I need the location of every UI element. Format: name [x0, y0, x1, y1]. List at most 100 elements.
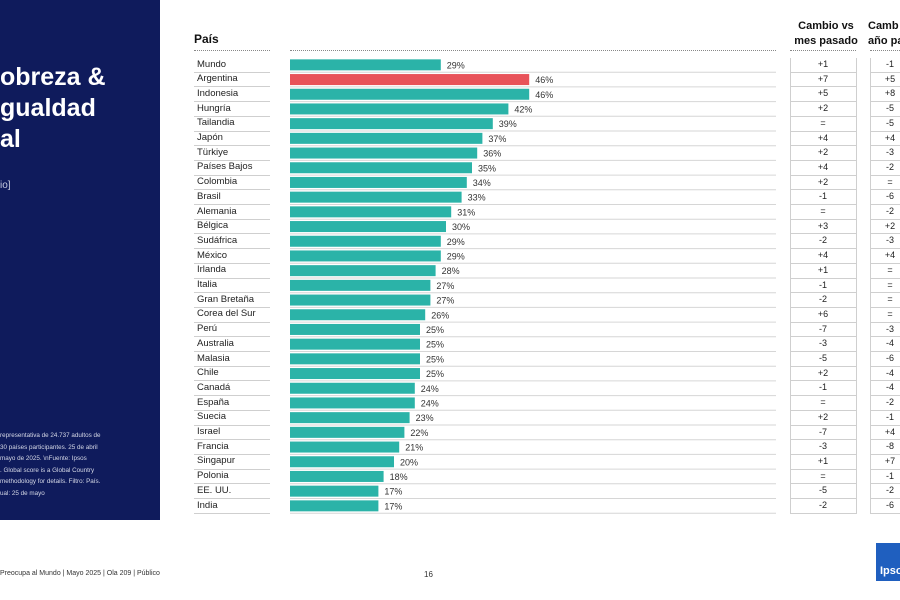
bar-value-label: 23% [416, 413, 434, 423]
row-separator [790, 395, 856, 397]
country-label: Perú [197, 323, 218, 335]
change-year-cell: -1 [885, 59, 894, 69]
row-separator [870, 189, 900, 191]
change-month-cell: -1 [818, 191, 827, 202]
row-separator [790, 218, 856, 220]
bar-value-label: 30% [452, 222, 470, 232]
change-month-cell: +2 [817, 176, 829, 187]
bar [290, 382, 415, 394]
row-separator [194, 174, 270, 176]
footer-text: Preocupa al Mundo | Mayo 2025 | Ola 209 … [0, 570, 160, 577]
row-separator [870, 321, 900, 323]
row-separator [194, 380, 270, 382]
country-label: Chile [197, 367, 219, 379]
bar-value-label: 29% [447, 237, 465, 247]
country-label: Mundo [197, 58, 227, 70]
row-separator [194, 424, 270, 426]
row-separator [790, 145, 856, 147]
bar [290, 485, 379, 497]
change-month-cell: = [820, 470, 826, 481]
row-separator [194, 306, 270, 308]
row-separator [194, 468, 270, 470]
change-year-cell: -4 [885, 338, 894, 349]
bar-value-label: 17% [384, 487, 402, 497]
bar-value-label: 20% [400, 457, 418, 467]
country-label: Irlanda [197, 264, 227, 276]
side-note-line: . Global score is a Global Country [0, 466, 95, 474]
row-separator [790, 498, 856, 499]
change-year-cell: -2 [885, 397, 894, 408]
row-separator [870, 498, 900, 499]
country-label: Bélgica [197, 220, 229, 232]
side-note-line: representativa de 24.737 adultos de [0, 432, 101, 439]
country-label: Italia [197, 279, 218, 290]
row-separator [870, 248, 900, 250]
change-month-cell: = [820, 117, 826, 128]
bar [290, 309, 426, 321]
country-column-header: País [194, 32, 219, 46]
bar [290, 456, 394, 468]
row-separator [194, 292, 270, 294]
column-rule [870, 58, 871, 514]
country-label: Indonesia [197, 87, 239, 99]
bar [290, 426, 405, 438]
country-label: México [197, 249, 228, 261]
row-separator [870, 336, 900, 338]
bar-value-label: 27% [436, 296, 454, 306]
row-separator [790, 439, 856, 441]
country-label: Colombia [197, 176, 238, 188]
row-separator [870, 453, 900, 455]
change-month-cell: -1 [818, 279, 827, 290]
row-separator [790, 380, 856, 382]
row-separator [870, 218, 900, 220]
side-panel: obreza & gualdad al io] representativa d… [0, 0, 160, 520]
bar-value-label: 21% [405, 443, 423, 453]
change-month-cell: -2 [818, 294, 827, 305]
change-year-cell: = [887, 279, 893, 290]
country-label: India [197, 499, 218, 511]
row-separator [870, 145, 900, 147]
bar-value-label: 36% [483, 149, 501, 159]
bar [290, 221, 446, 233]
row-separator [194, 86, 270, 88]
row-separator [194, 453, 270, 455]
bar [290, 206, 452, 218]
bar [290, 470, 384, 482]
row-separator [870, 292, 900, 294]
row-separator [790, 336, 856, 338]
row-separator [194, 115, 270, 117]
bar-value-label: 46% [535, 75, 553, 85]
change-year-cell: -6 [885, 353, 894, 363]
bar [290, 323, 420, 335]
country-label: Singapur [197, 455, 236, 467]
country-label: Suecia [197, 411, 227, 423]
bar-value-label: 28% [442, 266, 460, 276]
side-note-line: 30 países participantes. 25 de abril [0, 443, 98, 451]
row-separator [194, 101, 270, 103]
country-label: Polonia [197, 470, 229, 482]
change-month-cell: = [820, 397, 826, 408]
change-month-cell: +4 [817, 132, 829, 143]
logo-text: Ipsos [880, 565, 900, 577]
bar [290, 147, 478, 159]
row-separator [194, 218, 270, 220]
bar [290, 118, 493, 130]
change-month-header: Cambio vs mes pasado [790, 19, 862, 49]
change-month-cell: -5 [818, 485, 827, 496]
row-separator [790, 233, 856, 235]
ipsos-logo: Ipsos [876, 543, 900, 581]
header-rule-country [194, 50, 270, 51]
change-year-cell: = [887, 264, 893, 275]
row-separator [870, 101, 900, 103]
bar-value-label: 29% [447, 60, 465, 70]
page-number: 16 [424, 570, 433, 579]
bar-value-label: 37% [488, 134, 506, 144]
row-separator [194, 204, 270, 205]
bar [290, 500, 379, 512]
row-separator [790, 483, 856, 485]
change-month-cell: +2 [817, 411, 829, 422]
change-year-cell: +2 [884, 220, 896, 231]
change-year-cell: +4 [884, 250, 896, 261]
country-label: España [197, 396, 230, 408]
row-separator [790, 409, 856, 411]
